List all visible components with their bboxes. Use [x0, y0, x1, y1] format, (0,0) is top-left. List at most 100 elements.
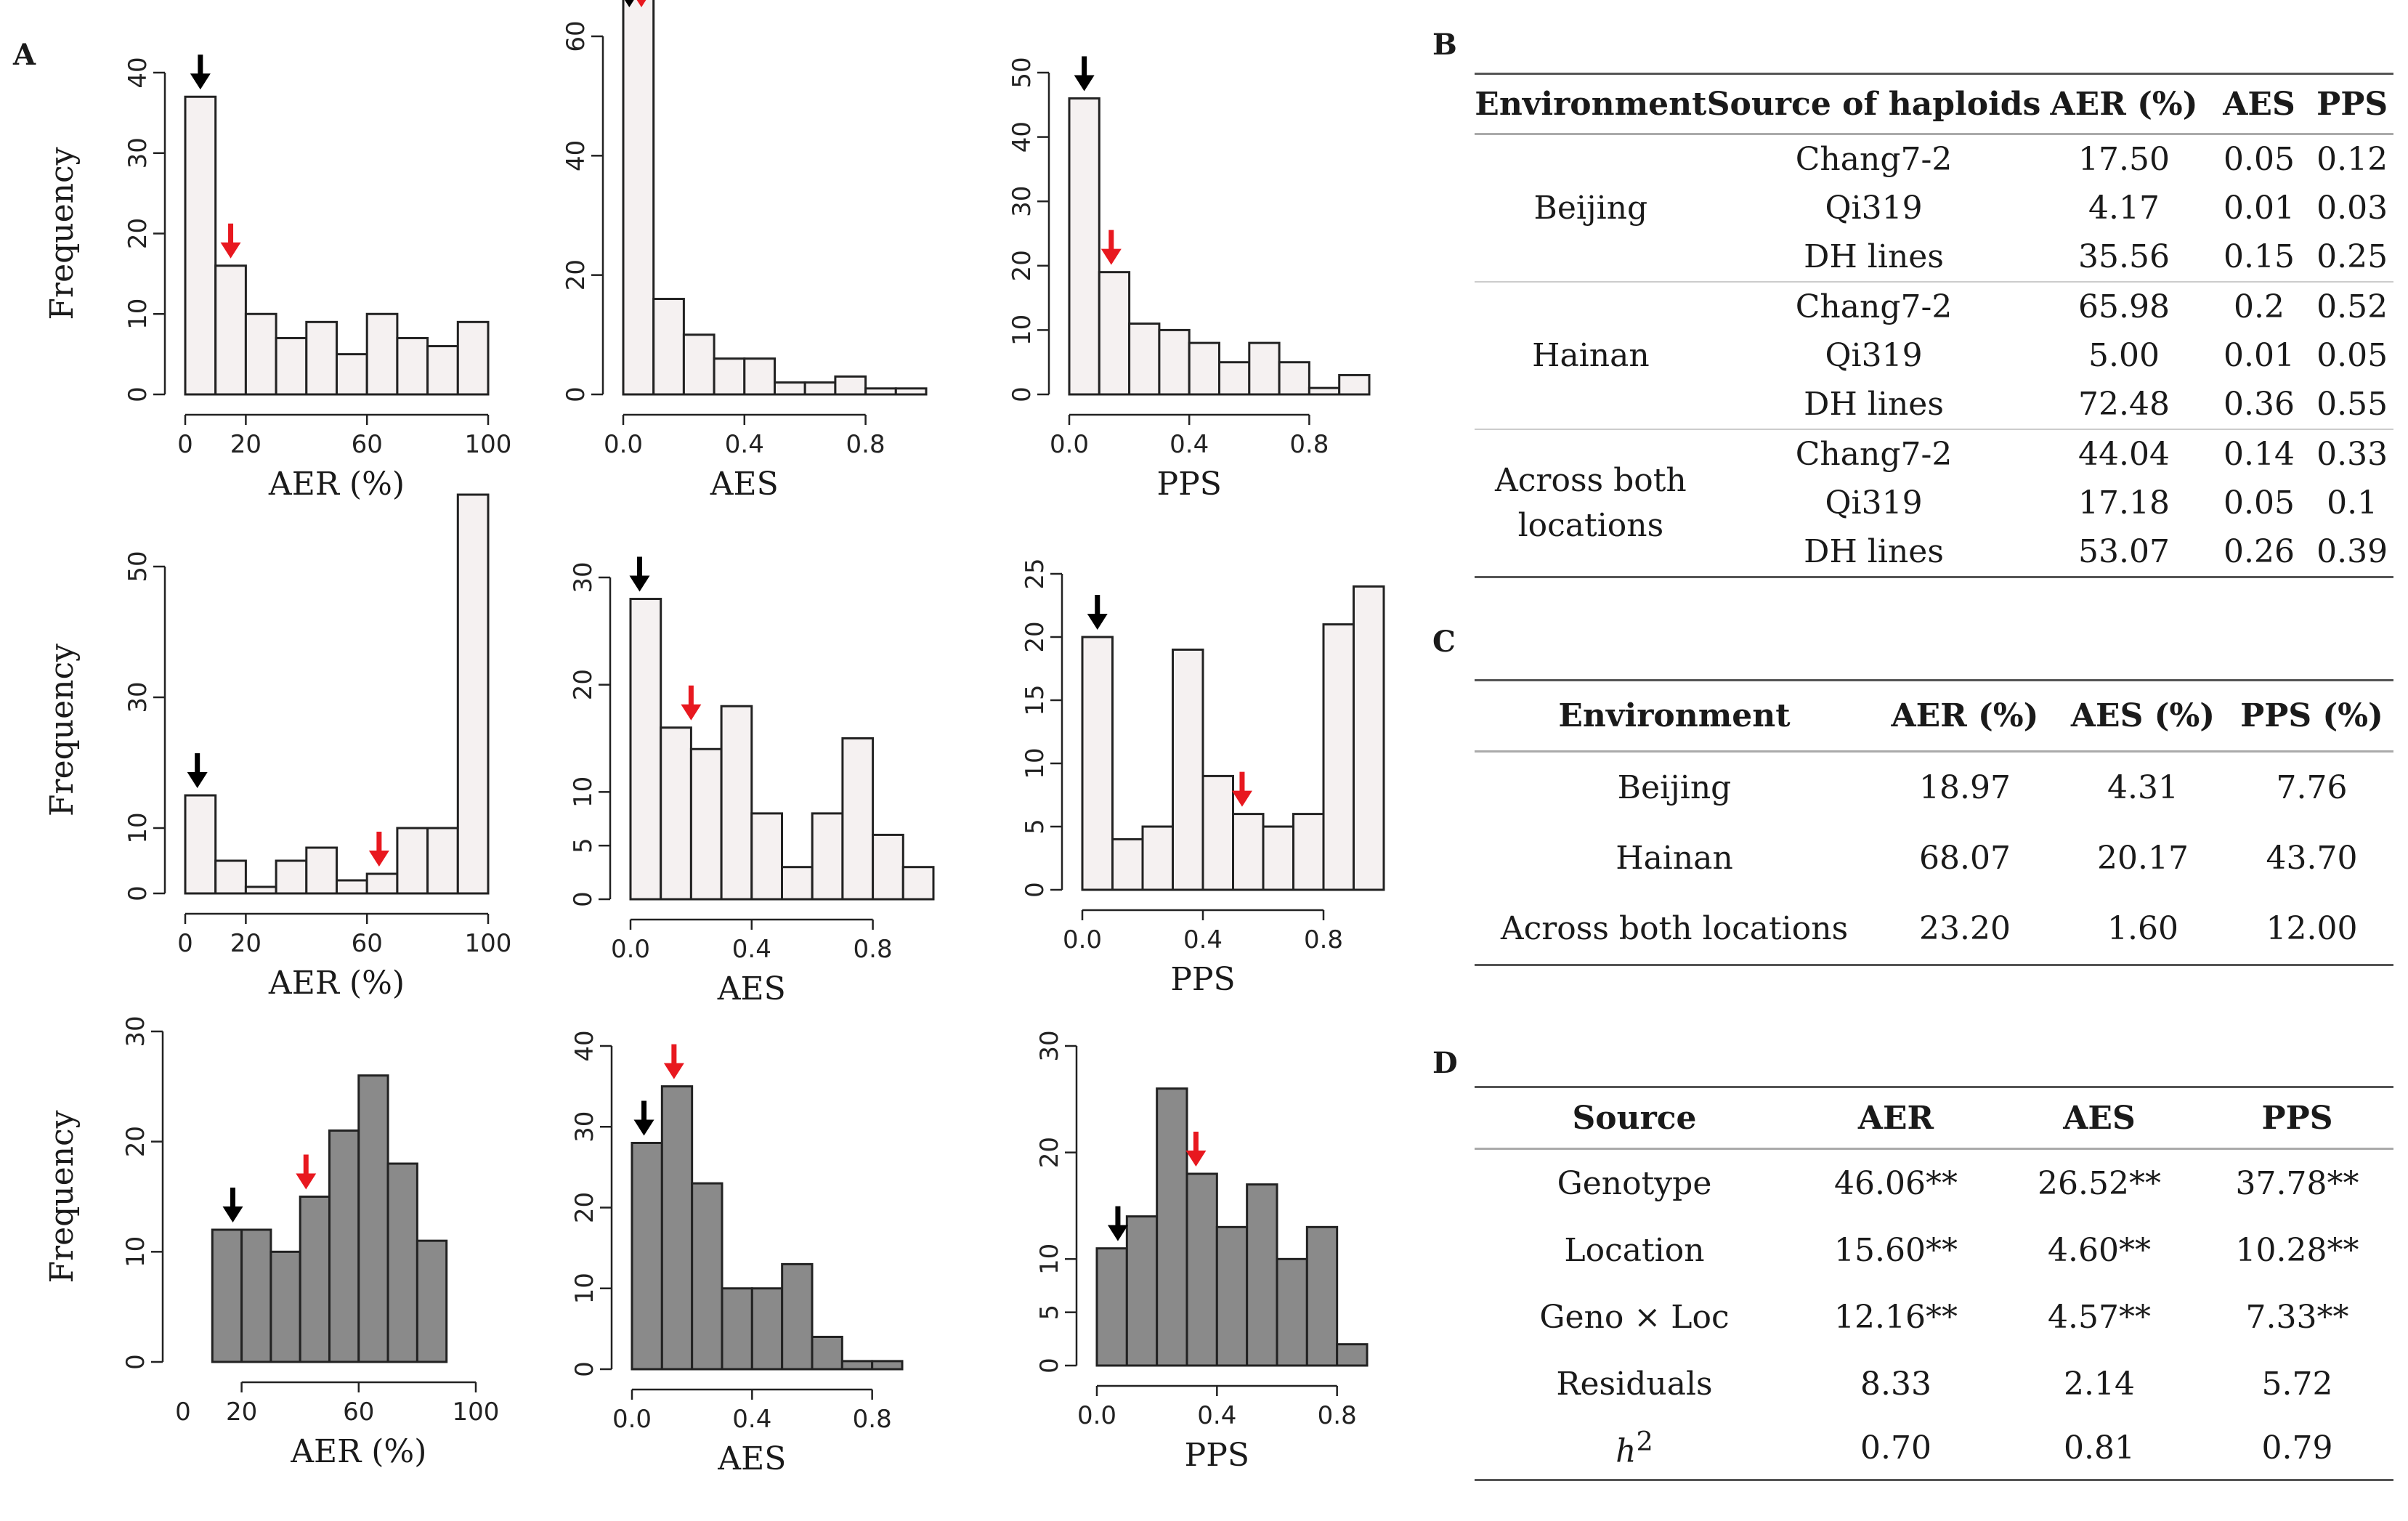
black-arrow-head: [222, 1206, 243, 1222]
table-b-pps: 0.12: [2316, 141, 2388, 178]
y-tick-label: 30: [123, 681, 153, 713]
histogram-bar: [691, 1182, 723, 1371]
table-c-env: Across both locations: [1475, 893, 1874, 966]
x-axis-label: PPS: [1185, 1437, 1249, 1474]
histogram-bar: [713, 357, 746, 396]
table-b-aes: 0.05: [2223, 141, 2295, 178]
histogram-bar: [396, 827, 429, 895]
table-b-aer: 5.00: [2088, 337, 2160, 374]
x-axis-label: AES: [717, 1440, 786, 1477]
histogram-bar: [652, 298, 685, 396]
table-d-header-aes: AES: [1998, 1086, 2201, 1150]
table-d-aer: 46.06**: [1834, 1164, 1958, 1202]
table-c-aes: 1.60: [2056, 893, 2230, 966]
table-c-header-environment: Environment: [1475, 679, 1874, 753]
table-b-aer: 17.18: [2078, 484, 2170, 522]
histogram-bar: [1215, 1225, 1249, 1367]
black-arrow-head: [633, 1119, 654, 1136]
x-tick-label: 0.8: [854, 935, 893, 964]
y-tick-label: 0: [569, 891, 598, 907]
table-b-header-aer: AER (%): [2040, 73, 2208, 135]
x-tick-label: 0.0: [611, 935, 650, 964]
x-tick-label: 20: [230, 430, 262, 459]
table-b-aer: 4.17: [2088, 190, 2160, 227]
histogram-bar: [365, 312, 399, 396]
panel-label-a: A: [13, 38, 36, 72]
y-tick-label: 20: [121, 1126, 150, 1157]
red-arrow-head: [1100, 248, 1122, 265]
table-d: Source AER AES PPS Genotype 46.06** 26.5…: [1475, 1086, 2393, 1481]
histogram-bar: [872, 833, 904, 901]
x-tick-label: 0.4: [1183, 925, 1223, 954]
table-d-source: Genotype: [1557, 1164, 1712, 1202]
table-b-header-pps: PPS: [2311, 73, 2393, 135]
table-b-header-row: Environment Source of haploids AER (%) A…: [1475, 73, 2393, 135]
table-row: Geno × Loc 12.16** 4.57** 7.33**: [1475, 1283, 2393, 1350]
y-tick-label: 10: [1008, 315, 1037, 346]
x-tick-label: 0: [177, 430, 193, 459]
histogram-bar: [336, 879, 368, 895]
histogram-bar: [781, 866, 814, 901]
table-b-aer: 44.04: [2078, 436, 2170, 473]
histogram-bar: [1188, 341, 1220, 396]
histogram-bar: [803, 381, 837, 396]
table-c-aes: 20.17: [2097, 840, 2189, 877]
table-b-aes: 0.36: [2207, 380, 2311, 430]
table-c-header-aes: AES (%): [2056, 679, 2230, 753]
red-arrow-head: [220, 242, 241, 259]
table-d-pps: 0.79: [2201, 1417, 2393, 1481]
red-arrow-head: [663, 1063, 684, 1079]
red-arrow-head: [296, 1173, 317, 1190]
table-d-header-source: Source: [1475, 1086, 1794, 1150]
black-arrow-head: [629, 575, 650, 592]
red-arrow-head: [1231, 790, 1252, 807]
x-axis-label: PPS: [1157, 466, 1222, 503]
table-row: Residuals 8.33 2.14 5.72: [1475, 1350, 2393, 1417]
histogram-bar: [1098, 271, 1131, 396]
table-c-pps: 43.70: [2266, 840, 2358, 877]
histogram-bar: [184, 794, 217, 895]
table-b-env-across-line1: Across both: [1495, 461, 1687, 499]
table-b-aer: 17.50: [2078, 141, 2170, 178]
table-b-env-hainan: Hainan: [1475, 282, 1707, 430]
table-row: Hainan Chang7-2 65.98 0.2 0.52: [1475, 282, 2393, 430]
y-tick-label: 5: [1035, 1305, 1064, 1321]
histogram-bar: [871, 1360, 904, 1371]
x-tick-label: 0.4: [1197, 1401, 1236, 1430]
histogram-bar: [269, 1250, 301, 1363]
table-d-header-row: Source AER AES PPS: [1475, 1086, 2393, 1150]
table-c-header-row: Environment AER (%) AES (%) PPS (%): [1475, 679, 2393, 753]
y-tick-label: 60: [562, 20, 591, 52]
histogram-bar: [901, 866, 935, 901]
histogram-bar: [1308, 386, 1341, 396]
panel-label-c: C: [1432, 625, 1456, 659]
table-d-pps: 10.28**: [2235, 1231, 2359, 1269]
x-tick-label: 0.8: [1304, 925, 1343, 954]
h2-symbol: h: [1616, 1432, 1637, 1470]
table-row: DH lines 35.56 0.15 0.25: [1475, 232, 2393, 283]
table-d-aes: 4.57**: [2048, 1298, 2151, 1336]
table-b: Environment Source of haploids AER (%) A…: [1475, 73, 2393, 578]
table-d-aer: 8.33: [1860, 1365, 1931, 1403]
histogram-bar: [1276, 1257, 1308, 1367]
table-b-pps: 0.05: [2316, 337, 2388, 374]
histogram-bar: [1246, 1183, 1278, 1367]
y-tick-label: 20: [570, 1192, 599, 1223]
histogram-bar: [1081, 636, 1114, 891]
y-tick-label: 20: [123, 218, 153, 249]
x-tick-label: 0.0: [1063, 925, 1102, 954]
histogram-bar: [415, 1239, 448, 1363]
histogram-bar: [456, 493, 490, 895]
y-tick-label: 20: [1035, 1137, 1064, 1168]
red-arrow-head: [368, 851, 389, 867]
y-tick-label: 30: [1035, 1030, 1064, 1061]
x-tick-label: 0.8: [1318, 1401, 1357, 1430]
x-tick-label: 0.8: [846, 430, 885, 459]
histogram-bar: [1292, 813, 1325, 891]
x-axis-label: AES: [710, 466, 779, 503]
table-b-aes: 0.01: [2223, 337, 2295, 374]
table-c: Environment AER (%) AES (%) PPS (%) Beij…: [1475, 679, 2393, 966]
histogram-bar: [1322, 623, 1355, 891]
histogram-bar: [721, 1287, 753, 1371]
y-tick-label: 10: [1021, 747, 1050, 779]
